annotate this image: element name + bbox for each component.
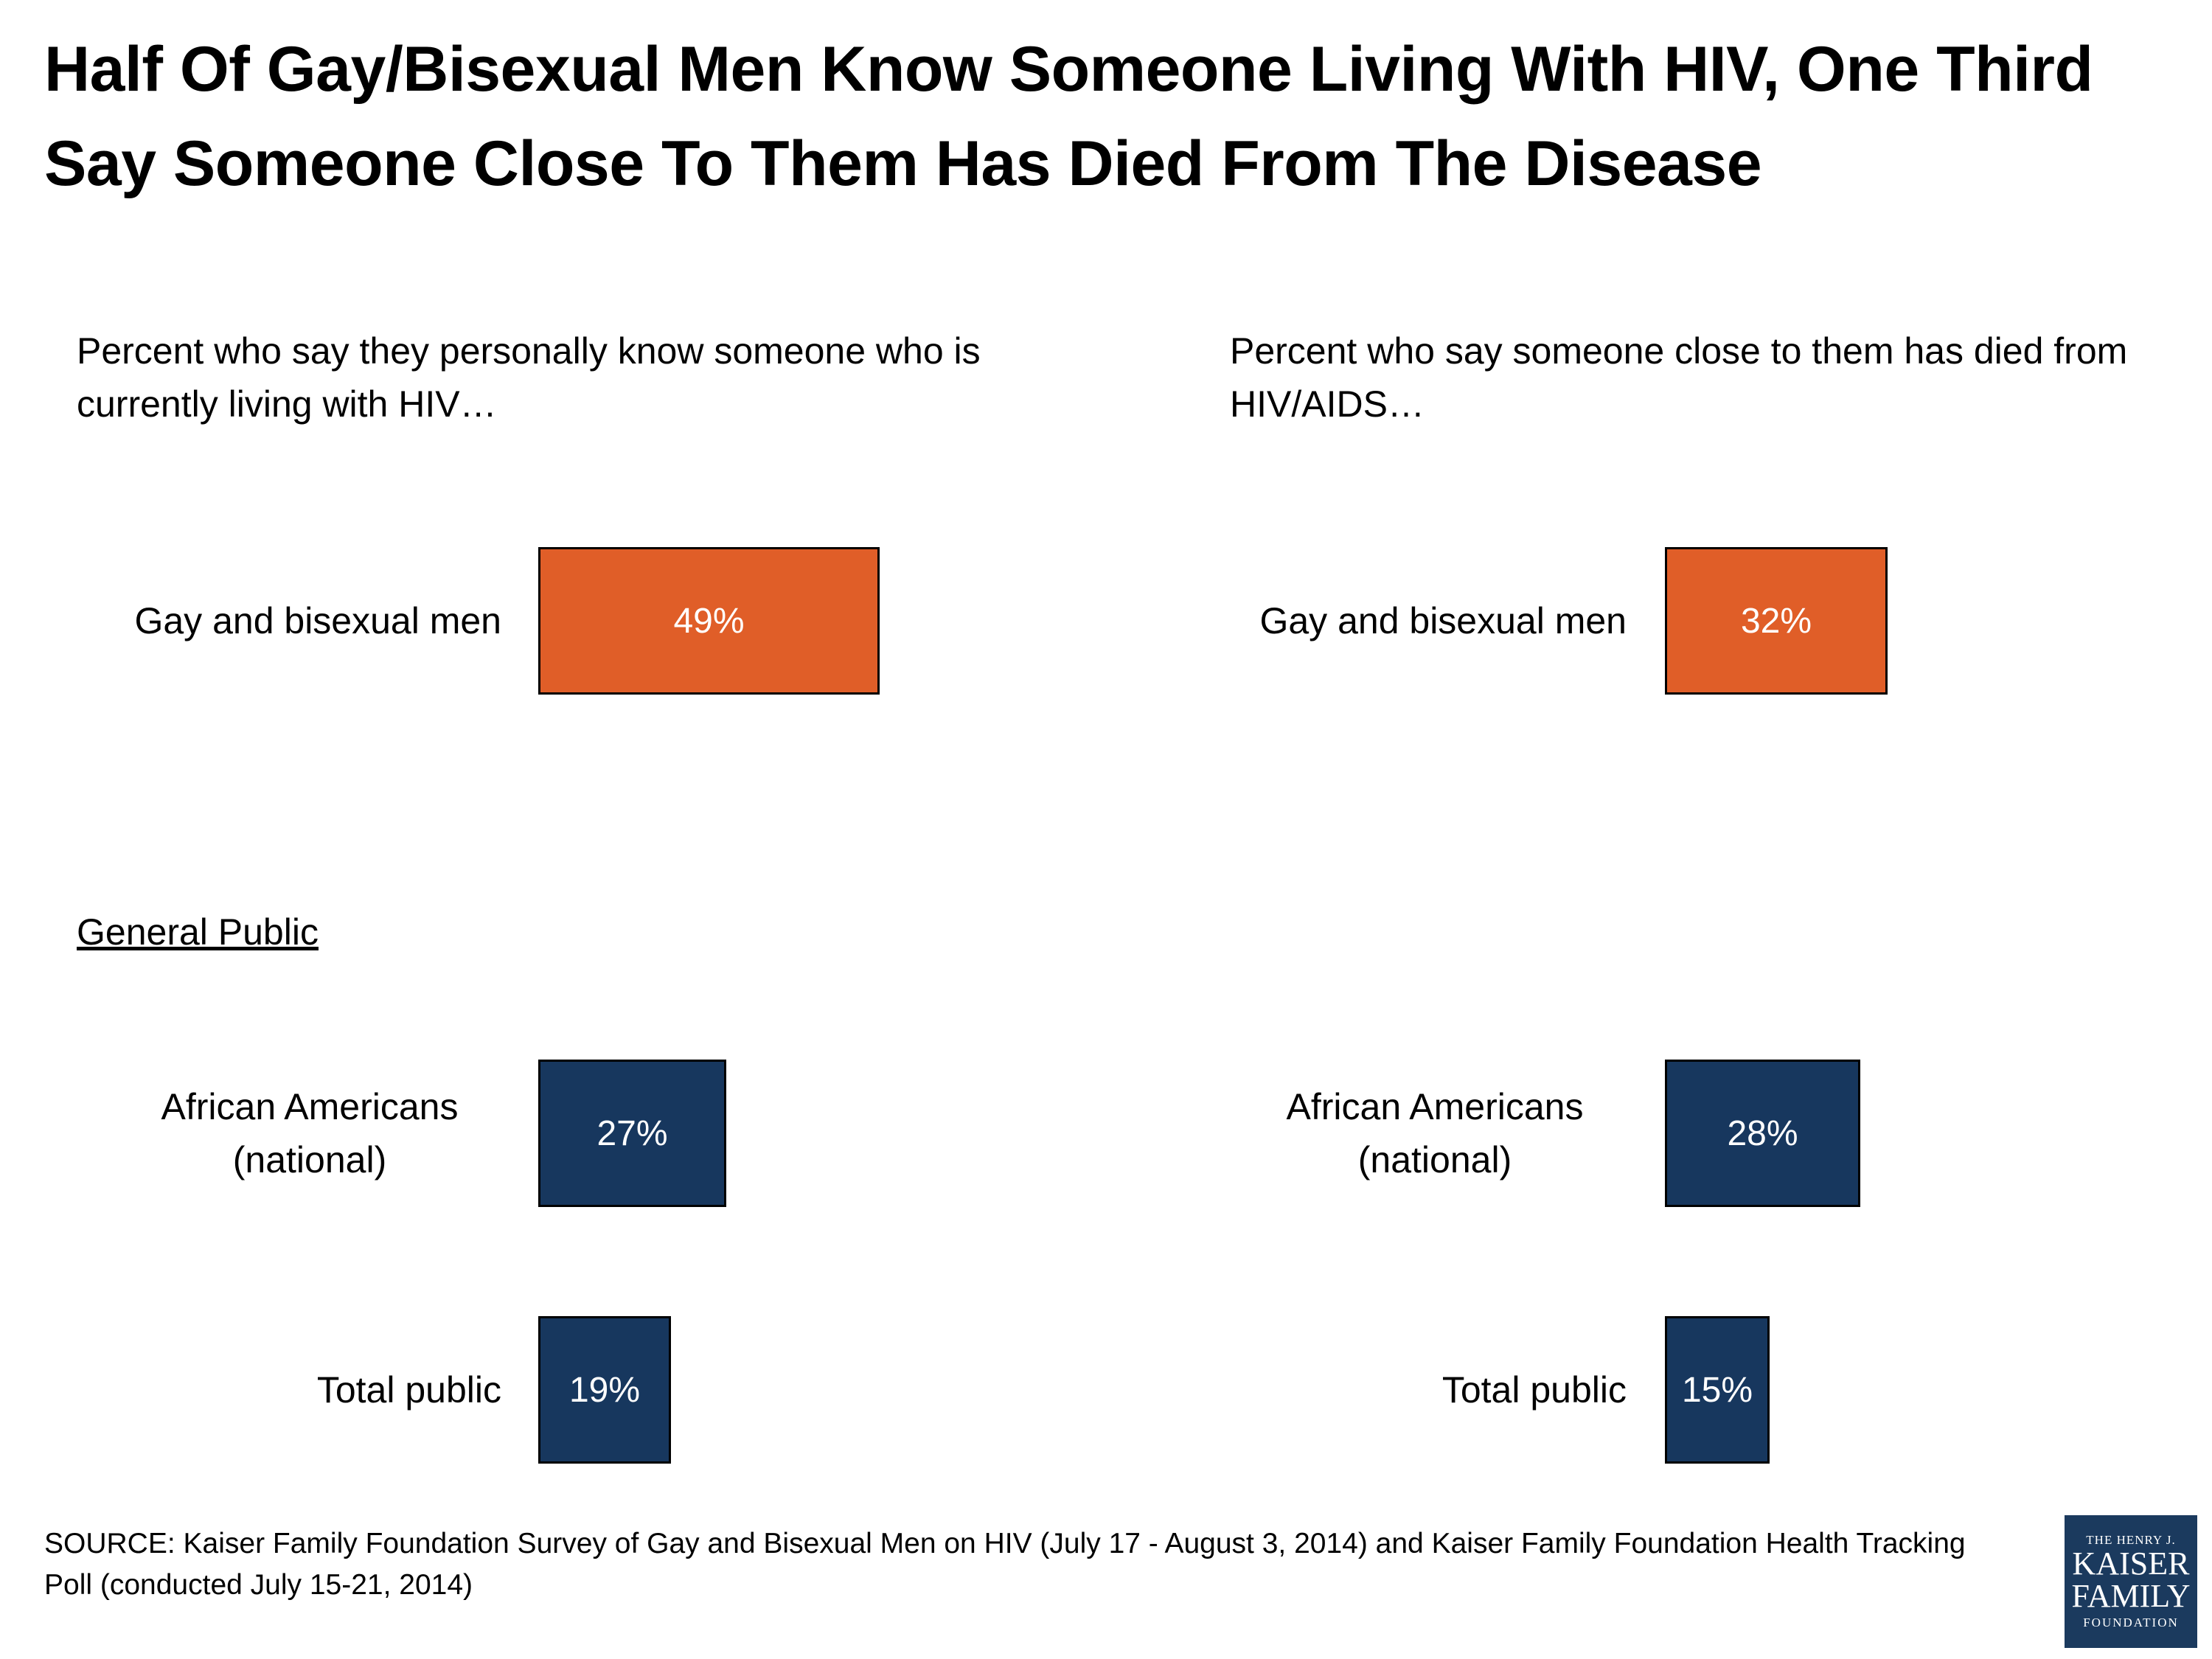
bar: 27% bbox=[538, 1060, 726, 1207]
data-label: 49% bbox=[673, 601, 745, 641]
logo-line-3: FAMILY bbox=[2071, 1578, 2191, 1614]
data-label: 27% bbox=[597, 1113, 668, 1153]
chart-title: Half Of Gay/Bisexual Men Know Someone Li… bbox=[44, 34, 2093, 199]
category-label: African Americans (national) bbox=[1286, 1086, 1584, 1180]
category-label: Total public bbox=[1441, 1369, 1627, 1411]
bar: 49% bbox=[538, 547, 880, 695]
source-note: SOURCE: Kaiser Family Foundation Survey … bbox=[44, 1528, 1966, 1601]
category-label: Gay and bisexual men bbox=[1259, 600, 1627, 641]
bar: 28% bbox=[1665, 1060, 1860, 1207]
logo-line-1: THE HENRY J. bbox=[2086, 1533, 2176, 1547]
bar: 32% bbox=[1665, 547, 1888, 695]
left-panel-subtitle: Percent who say they personally know som… bbox=[77, 330, 981, 425]
bar: 19% bbox=[538, 1316, 671, 1464]
data-label: 15% bbox=[1681, 1370, 1753, 1410]
data-label: 28% bbox=[1727, 1113, 1798, 1153]
data-label: 32% bbox=[1740, 601, 1812, 641]
bar: 15% bbox=[1665, 1316, 1770, 1464]
kff-logo: THE HENRY J. KAISER FAMILY FOUNDATION bbox=[2065, 1515, 2197, 1648]
right-panel-subtitle: Percent who say someone close to them ha… bbox=[1230, 330, 2128, 425]
category-label: Gay and bisexual men bbox=[134, 600, 501, 641]
logo-line-4: FOUNDATION bbox=[2083, 1615, 2179, 1630]
category-label: Total public bbox=[316, 1369, 501, 1411]
general-public-label: General Public bbox=[77, 911, 319, 953]
data-label: 19% bbox=[568, 1370, 641, 1410]
category-label: African Americans (national) bbox=[161, 1086, 459, 1180]
logo-line-2: KAISER bbox=[2072, 1545, 2190, 1582]
